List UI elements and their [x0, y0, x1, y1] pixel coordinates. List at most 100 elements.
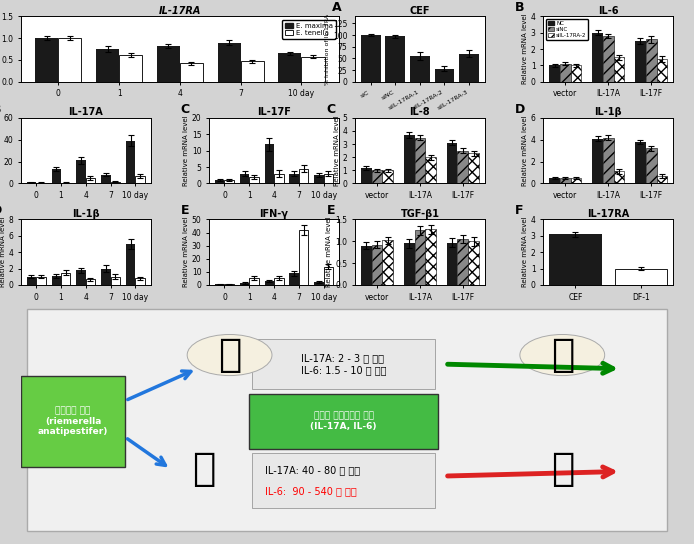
Bar	[135, 176, 145, 183]
Bar	[371, 170, 382, 183]
Y-axis label: % Inhibition of IL-17RA: % Inhibition of IL-17RA	[325, 14, 330, 85]
Bar	[126, 244, 135, 285]
Text: 🦆: 🦆	[550, 450, 574, 488]
Bar	[635, 142, 646, 183]
Bar	[314, 175, 323, 183]
Title: IL-8: IL-8	[409, 107, 430, 117]
Bar	[646, 149, 657, 183]
Title: CEF: CEF	[409, 5, 430, 16]
Y-axis label: Relative mRNA level: Relative mRNA level	[522, 217, 528, 287]
Bar	[592, 139, 603, 183]
Bar	[240, 283, 249, 285]
Bar	[657, 59, 667, 82]
Title: IL-17A: IL-17A	[69, 107, 103, 117]
Bar	[361, 168, 371, 183]
Legend: E. maxima, E. tenella: E. maxima, E. tenella	[282, 20, 336, 39]
Bar	[76, 270, 86, 285]
Text: 염증성 사이토카인 변화
(IL-17A, IL-6): 염증성 사이토카인 변화 (IL-17A, IL-6)	[310, 412, 377, 431]
Bar	[35, 38, 58, 82]
Bar	[27, 277, 36, 285]
Bar	[549, 178, 560, 183]
Bar	[110, 277, 120, 285]
Bar	[468, 153, 479, 183]
Bar	[457, 239, 468, 285]
Title: IL-6: IL-6	[598, 5, 618, 16]
Bar	[126, 141, 135, 183]
Text: IL-17A: 2 - 3 배 증가
IL-6: 1.5 - 10 배 증가: IL-17A: 2 - 3 배 증가 IL-6: 1.5 - 10 배 증가	[301, 354, 387, 375]
Bar	[180, 64, 203, 82]
Bar	[434, 69, 455, 82]
Bar	[635, 41, 646, 82]
Bar	[361, 35, 380, 82]
Bar	[36, 182, 46, 183]
Bar	[110, 182, 120, 183]
Text: C: C	[326, 103, 335, 116]
Bar	[560, 178, 570, 183]
Bar	[289, 273, 299, 285]
Bar	[264, 144, 274, 183]
Title: IL-17F: IL-17F	[257, 107, 291, 117]
Y-axis label: Relative mRNA level: Relative mRNA level	[522, 14, 528, 84]
Bar	[119, 55, 142, 82]
Bar	[323, 267, 333, 285]
Bar	[447, 243, 457, 285]
Bar	[301, 57, 325, 82]
Y-axis label: Relative mRNA level: Relative mRNA level	[183, 217, 189, 287]
Bar	[61, 182, 70, 183]
Bar	[224, 180, 234, 183]
Bar	[101, 269, 110, 285]
Y-axis label: Relative mRNA level: Relative mRNA level	[0, 217, 6, 287]
Bar	[404, 135, 414, 183]
Text: IL-6:  90 - 540 배 증가: IL-6: 90 - 540 배 증가	[265, 486, 357, 496]
Bar	[570, 65, 582, 82]
FancyBboxPatch shape	[21, 375, 125, 467]
FancyBboxPatch shape	[253, 339, 435, 390]
Bar	[414, 138, 425, 183]
Ellipse shape	[187, 335, 272, 375]
FancyBboxPatch shape	[27, 310, 667, 531]
Bar	[101, 175, 110, 183]
Bar	[361, 246, 371, 285]
Bar	[382, 170, 393, 183]
Y-axis label: Relative mRNA level: Relative mRNA level	[334, 115, 339, 186]
Bar	[425, 230, 436, 285]
Bar	[157, 46, 180, 82]
Bar	[299, 169, 308, 183]
Text: 🦆: 🦆	[192, 450, 215, 488]
Title: IL-1β: IL-1β	[72, 209, 99, 219]
Text: B: B	[0, 103, 2, 116]
Bar	[404, 243, 414, 285]
Bar	[249, 177, 259, 183]
Bar	[278, 53, 301, 82]
Y-axis label: Relative mRNA level: Relative mRNA level	[522, 115, 528, 186]
Bar	[549, 234, 602, 285]
Bar	[457, 151, 468, 183]
Bar	[299, 230, 308, 285]
Bar	[447, 143, 457, 183]
Text: D: D	[0, 204, 3, 217]
Bar	[27, 182, 36, 183]
Bar	[657, 176, 667, 183]
Bar	[51, 169, 61, 183]
Bar	[96, 49, 119, 82]
Bar	[289, 174, 299, 183]
Bar	[274, 279, 284, 285]
Bar	[215, 180, 224, 183]
Bar	[249, 279, 259, 285]
Bar	[468, 241, 479, 285]
Text: 🐔: 🐔	[218, 336, 242, 374]
Ellipse shape	[520, 335, 604, 375]
Bar	[646, 39, 657, 82]
Bar	[560, 64, 570, 82]
Bar	[274, 174, 284, 183]
Bar	[241, 61, 264, 82]
Text: E: E	[180, 204, 189, 217]
Bar	[603, 138, 613, 183]
Bar	[264, 281, 274, 285]
Bar	[86, 279, 95, 285]
Bar	[51, 276, 61, 285]
Bar	[58, 38, 81, 82]
FancyBboxPatch shape	[253, 453, 435, 508]
Text: E: E	[326, 204, 335, 217]
Text: F: F	[515, 204, 523, 217]
